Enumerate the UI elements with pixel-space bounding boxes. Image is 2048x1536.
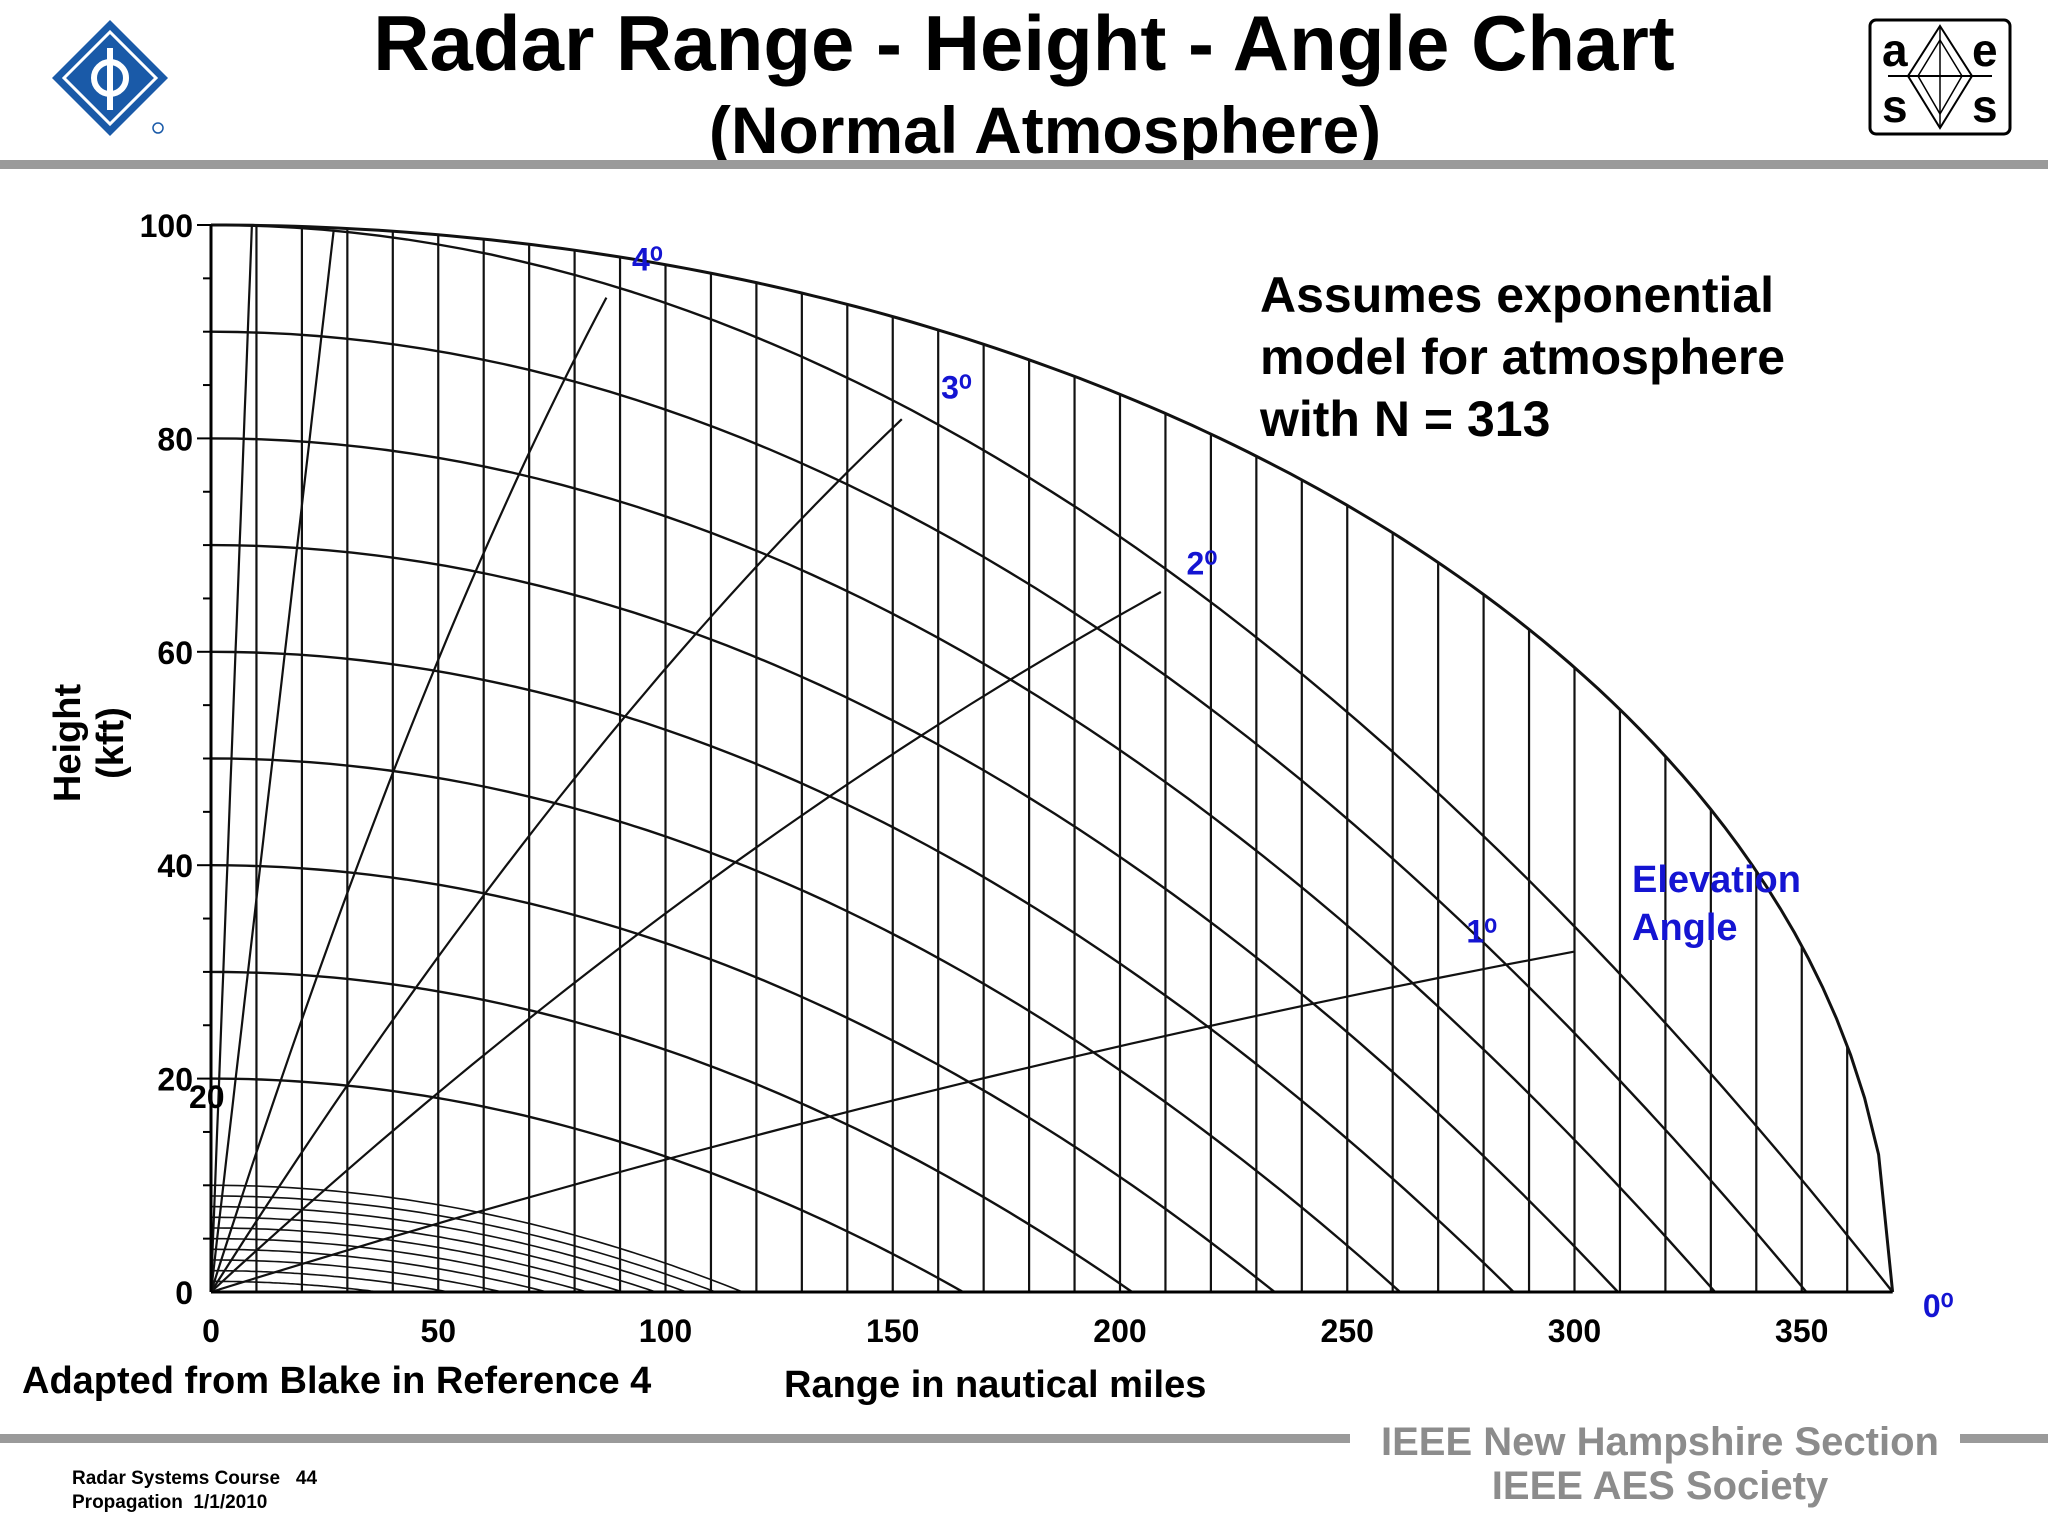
x-tick-label: 50: [420, 1313, 456, 1349]
height-curve: [210, 864, 1276, 1293]
aess-letter-a: a: [1882, 24, 1908, 76]
height-curve: [211, 1280, 380, 1293]
x-tick-labels: 0 50 100 150 200 250 300 350: [202, 1313, 1828, 1349]
max-height-envelope: [211, 223, 1895, 1293]
elevation-line: [209, 297, 608, 1293]
footer-org-line2: IEEE AES Society: [1491, 1464, 1829, 1508]
x-tick-label: 0: [202, 1313, 220, 1349]
footer-topic-name: Propagation: [72, 1492, 183, 1513]
height-curve: [210, 757, 1401, 1293]
x-tick-label: 350: [1775, 1313, 1828, 1349]
height-curve: [210, 223, 1894, 1293]
aess-letter-s2: s: [1972, 80, 1998, 132]
angle-label: 2⁰: [1187, 545, 1218, 581]
angle-label: 4⁰: [632, 241, 663, 277]
x-tick-label: 200: [1093, 1313, 1146, 1349]
height-curve: [211, 1237, 588, 1293]
y-tick-labels: 0 20 40 60 80 100 20: [140, 208, 225, 1311]
atmosphere-note: Assumes exponential model for atmosphere…: [1260, 267, 1786, 447]
page-subtitle: (Normal Atmosphere): [708, 93, 1382, 167]
y-tick-label: 80: [157, 421, 193, 457]
angle-label: 1⁰: [1466, 914, 1497, 950]
footer-date: 1/1/2010: [193, 1492, 268, 1513]
ieee-logo-icon: [48, 18, 172, 138]
height-curve: [210, 970, 1133, 1293]
y-axis-label: Height (kft): [47, 683, 132, 803]
height-curve: [211, 1195, 716, 1293]
y-tick-label: 60: [157, 635, 193, 671]
angle-label: 0⁰: [1923, 1288, 1954, 1324]
x-tick-label: 250: [1321, 1313, 1374, 1349]
height-curves: [210, 223, 1894, 1294]
y-tick-label: 40: [157, 848, 193, 884]
stray-tick-label: 20: [189, 1079, 225, 1115]
aess-logo-icon: a e s s: [1868, 18, 2012, 136]
height-curve: [210, 330, 1808, 1293]
footer-page-number: 44: [295, 1468, 318, 1489]
height-curve: [211, 1259, 503, 1293]
height-curve: [210, 543, 1619, 1293]
page-title: Radar Range - Height - Angle Chart: [373, 0, 1675, 87]
angle-labels: 0⁰ 1⁰ 2⁰ 3⁰ 4⁰: [632, 241, 1954, 1324]
height-curve: [210, 650, 1515, 1293]
source-note: Adapted from Blake in Reference 4: [22, 1360, 652, 1402]
footer-rule-left: [0, 1434, 1350, 1443]
chart-axes: [197, 224, 1893, 1294]
elevation-line: [210, 591, 1162, 1293]
elevation-line: [210, 418, 903, 1293]
y-tick-label: 20: [157, 1062, 193, 1098]
height-curve: [211, 1269, 449, 1293]
x-axis-label: Range in nautical miles: [784, 1364, 1207, 1406]
x-tick-label: 150: [866, 1313, 919, 1349]
elevation-angle-label: Elevation Angle: [1632, 859, 1801, 949]
aess-letter-e: e: [1972, 24, 1998, 76]
x-tick-label: 300: [1548, 1313, 1601, 1349]
footer-rule-right: [1960, 1434, 2048, 1443]
envelope-curve: [211, 223, 1895, 1293]
y-tick-label: 0: [175, 1275, 193, 1311]
footer-topic: Propagation 1/1/2010: [72, 1492, 267, 1514]
footer-course: Radar Systems Course 44: [72, 1468, 317, 1490]
header-rule: [0, 160, 2048, 169]
elevation-line: [209, 230, 335, 1293]
angle-label: 3⁰: [941, 369, 972, 405]
elevation-line: [209, 224, 253, 1293]
x-tick-label: 100: [639, 1313, 692, 1349]
height-curve: [210, 1077, 964, 1294]
footer-course-name: Radar Systems Course: [72, 1468, 281, 1489]
height-curve: [211, 1248, 548, 1293]
height-curve: [211, 1216, 657, 1293]
height-curve: [210, 1205, 687, 1293]
footer-org-line1: IEEE New Hampshire Section: [1381, 1420, 1939, 1464]
aess-letter-s1: s: [1882, 80, 1908, 132]
elevation-line: [210, 950, 1575, 1294]
height-curve: [210, 437, 1716, 1293]
y-tick-label: 100: [140, 208, 193, 244]
